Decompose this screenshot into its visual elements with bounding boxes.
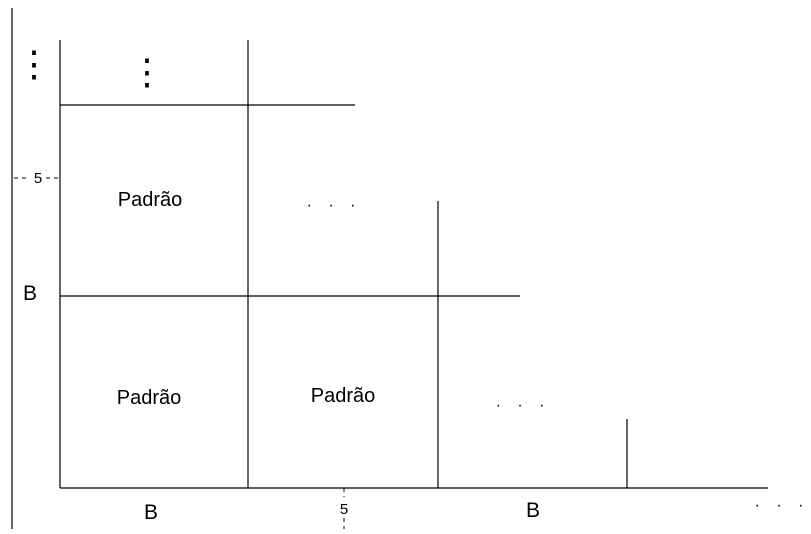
y-axis-label-b: B bbox=[23, 282, 37, 305]
cell-label-padrao-bottom-middle: Padrão bbox=[311, 385, 376, 407]
x-axis-label-b-1: B bbox=[144, 501, 158, 524]
x-axis-label-b-2: B bbox=[526, 499, 540, 522]
ellipsis-middle-row: · · · bbox=[307, 197, 362, 214]
cell-label-padrao-bottom-left: Padrão bbox=[117, 387, 182, 409]
x-tick-label-5: 5 bbox=[340, 501, 348, 518]
ellipsis-bottom-row: · · · bbox=[496, 397, 551, 414]
vertical-ellipsis-top-cell: ⋮ bbox=[129, 51, 165, 92]
cell-label-padrao-top: Padrão bbox=[118, 189, 183, 211]
ellipsis-axis-end: · · · bbox=[755, 497, 810, 514]
y-tick-label-5: 5 bbox=[34, 170, 42, 187]
vertical-ellipsis-left: ⋮ bbox=[16, 43, 52, 84]
